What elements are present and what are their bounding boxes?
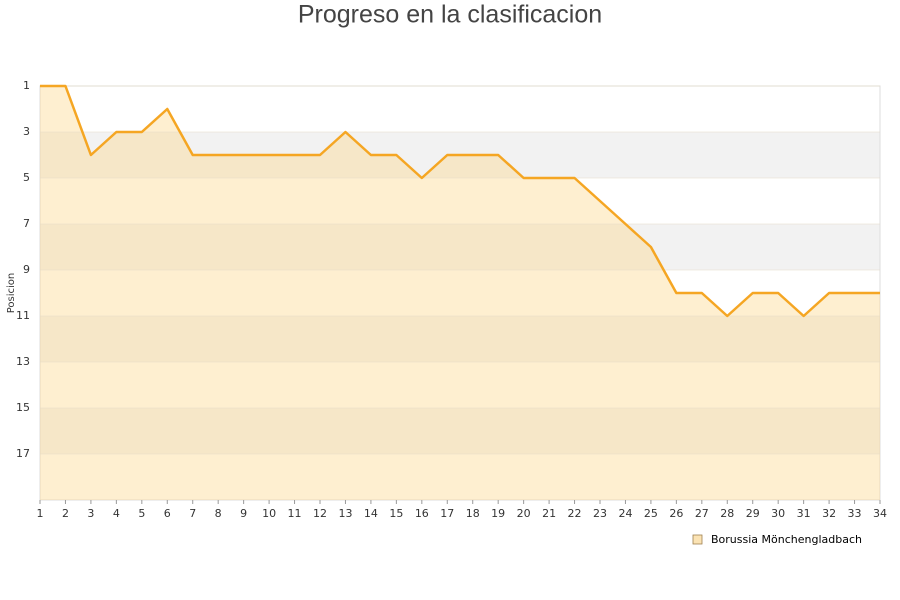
y-tick-label: 7 <box>23 217 30 230</box>
x-tick-label: 5 <box>138 507 145 520</box>
x-tick-label: 26 <box>669 507 683 520</box>
y-axis-label: Posicion <box>6 273 17 314</box>
x-tick-label: 24 <box>618 507 632 520</box>
x-tick-label: 1 <box>37 507 44 520</box>
x-tick-label: 20 <box>517 507 531 520</box>
x-tick-label: 12 <box>313 507 327 520</box>
x-tick-label: 31 <box>797 507 811 520</box>
x-tick-label: 16 <box>415 507 429 520</box>
y-tick-label: 13 <box>16 355 30 368</box>
x-tick-label: 32 <box>822 507 836 520</box>
x-tick-label: 17 <box>440 507 454 520</box>
x-tick-label: 28 <box>720 507 734 520</box>
x-tick-label: 14 <box>364 507 378 520</box>
x-tick-label: 33 <box>848 507 862 520</box>
grid-band <box>40 270 880 316</box>
x-tick-label: 2 <box>62 507 69 520</box>
grid-band <box>40 316 880 362</box>
x-tick-label: 13 <box>338 507 352 520</box>
x-tick-label: 21 <box>542 507 556 520</box>
x-tick-label: 22 <box>568 507 582 520</box>
x-tick-label: 10 <box>262 507 276 520</box>
y-tick-label: 3 <box>23 125 30 138</box>
x-tick-label: 25 <box>644 507 658 520</box>
grid-band <box>40 362 880 408</box>
area <box>40 86 880 500</box>
y-tick-label: 15 <box>16 401 30 414</box>
y-tick-label: 11 <box>16 309 30 322</box>
grid-band <box>40 408 880 454</box>
grid-band <box>40 454 880 500</box>
y-tick-label: 9 <box>23 263 30 276</box>
legend-swatch <box>692 534 703 545</box>
x-tick-label: 3 <box>87 507 94 520</box>
x-tick-label: 23 <box>593 507 607 520</box>
x-tick-label: 4 <box>113 507 120 520</box>
y-tick-label: 5 <box>23 171 30 184</box>
x-tick-label: 29 <box>746 507 760 520</box>
x-tick-label: 30 <box>771 507 785 520</box>
x-tick-label: 15 <box>389 507 403 520</box>
x-tick-label: 6 <box>164 507 171 520</box>
chart-title: Progreso en la clasificacion <box>298 1 602 29</box>
legend-label: Borussia Mönchengladbach <box>711 533 862 546</box>
grid-band <box>40 178 880 224</box>
line <box>40 84 880 318</box>
x-tick-label: 27 <box>695 507 709 520</box>
x-tick-label: 9 <box>240 507 247 520</box>
x-tick-label: 19 <box>491 507 505 520</box>
y-tick-label: 17 <box>16 447 30 460</box>
y-tick-label: 1 <box>23 79 30 92</box>
x-tick-label: 34 <box>873 507 887 520</box>
x-tick-label: 11 <box>288 507 302 520</box>
x-tick-label: 7 <box>189 507 196 520</box>
x-tick-label: 8 <box>215 507 222 520</box>
grid-band <box>40 224 880 270</box>
grid-band <box>40 86 880 132</box>
x-tick-label: 18 <box>466 507 480 520</box>
